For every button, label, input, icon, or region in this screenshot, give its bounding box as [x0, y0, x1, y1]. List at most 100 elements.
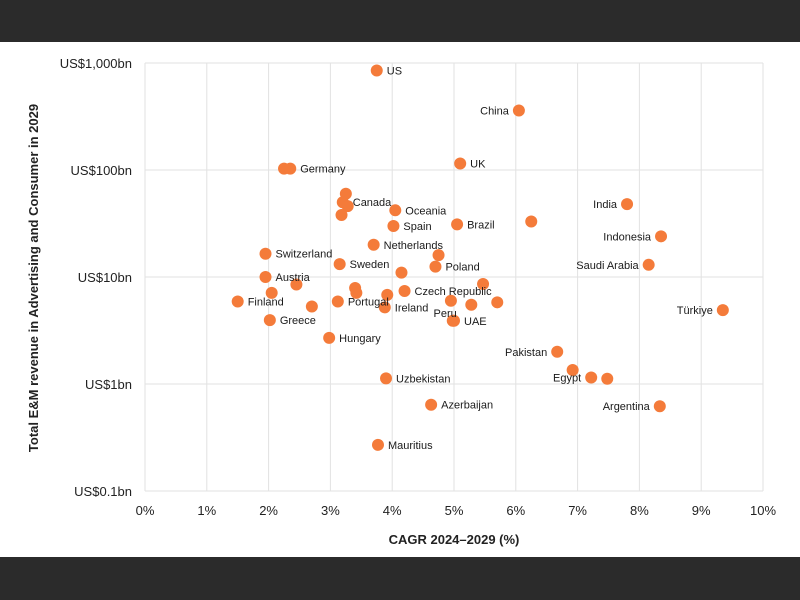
data-point — [259, 271, 272, 283]
data-point — [465, 298, 478, 311]
data-point — [331, 295, 344, 308]
data-point — [350, 286, 363, 299]
data-point — [642, 258, 655, 271]
x-tick-labels: 0% 1% 2% 3% 4% 5% 6% 7% 8% 9% 10% — [136, 503, 777, 518]
point-label: Türkiye — [677, 305, 713, 317]
data-point — [653, 400, 666, 413]
data-point — [231, 295, 244, 308]
y-tick-labels: US$1,000bn US$100bn US$10bn US$1bn US$0.1bn — [60, 56, 132, 499]
point-label: Canada — [353, 197, 392, 209]
point-label: Switzerland — [276, 249, 333, 261]
data-point — [398, 284, 411, 297]
x-tick-label: 6% — [506, 503, 525, 518]
point-label: Argentina — [603, 401, 651, 413]
x-tick-label: 2% — [259, 503, 278, 518]
point-label: Hungary — [339, 333, 381, 345]
x-tick-label: 7% — [568, 503, 587, 518]
x-axis-title: CAGR 2024–2029 (%) — [389, 532, 520, 547]
point-label: Peru — [434, 308, 457, 320]
data-point — [259, 247, 272, 260]
point-label: Sweden — [350, 259, 390, 271]
point-label: US — [387, 66, 402, 78]
point-label: Uzbekistan — [396, 373, 450, 385]
data-point — [367, 238, 380, 251]
point-label: UAE — [464, 316, 487, 328]
data-point — [451, 218, 464, 231]
data-point — [387, 219, 400, 232]
data-point — [566, 364, 579, 377]
data-point — [333, 258, 346, 271]
point-labels: US China UK Germany Canada Oceania Spain Brazil… — [248, 66, 713, 452]
point-label: China — [480, 105, 510, 117]
data-point — [370, 64, 383, 77]
data-point — [491, 296, 504, 309]
chart-panel: 0% 1% 2% 3% 4% 5% 6% 7% 8% 9% 10% US$1,000bn US$100… — [0, 42, 800, 557]
data-point — [551, 345, 564, 358]
data-point — [323, 331, 336, 344]
data-point — [381, 288, 394, 301]
data-point — [448, 314, 460, 327]
data-point — [305, 300, 318, 313]
data-point — [263, 314, 276, 327]
data-point — [454, 157, 467, 170]
point-label: UK — [470, 159, 486, 171]
point-label: Azerbaijan — [441, 400, 493, 412]
point-label: Ireland — [395, 302, 429, 314]
data-point — [525, 215, 538, 228]
point-label: Greece — [280, 315, 316, 327]
data-point — [477, 278, 490, 291]
x-tick-label: 0% — [136, 503, 155, 518]
x-tick-label: 5% — [445, 503, 464, 518]
data-point — [284, 162, 297, 175]
data-point — [716, 304, 729, 317]
point-label: Netherlands — [384, 240, 444, 252]
data-point — [601, 372, 614, 385]
point-label: Pakistan — [505, 347, 547, 359]
x-tick-label: 9% — [692, 503, 711, 518]
point-label: Spain — [403, 221, 431, 233]
x-tick-label: 3% — [321, 503, 340, 518]
point-label: Czech Republic — [415, 286, 493, 298]
point-label: Finland — [248, 297, 284, 309]
point-label: Indonesia — [603, 231, 652, 243]
data-point — [380, 372, 393, 385]
data-point — [290, 278, 303, 291]
y-tick-label: US$100bn — [71, 163, 132, 178]
data-point — [621, 198, 634, 211]
data-points — [231, 64, 729, 451]
point-label: Portugal — [348, 297, 389, 309]
point-label: India — [593, 199, 618, 211]
y-tick-label: US$10bn — [78, 270, 132, 285]
data-point — [335, 208, 348, 221]
data-point — [378, 301, 391, 314]
point-label: Germany — [300, 164, 346, 176]
point-label: Saudi Arabia — [576, 260, 639, 272]
data-point — [444, 294, 457, 307]
data-point — [432, 249, 445, 262]
data-point — [371, 438, 384, 451]
data-point — [425, 398, 438, 411]
y-axis-title: Total E&M revenue in Advertising and Con… — [26, 104, 41, 452]
x-tick-label: 8% — [630, 503, 649, 518]
data-point — [389, 204, 402, 217]
data-point — [341, 200, 354, 213]
data-point — [585, 371, 598, 384]
grid-lines — [144, 62, 764, 492]
point-label: Poland — [445, 262, 479, 274]
x-tick-label: 4% — [383, 503, 402, 518]
y-tick-label: US$1,000bn — [60, 56, 132, 71]
point-label: Oceania — [405, 205, 447, 217]
data-point — [265, 286, 278, 299]
data-point — [395, 266, 408, 279]
point-label: Austria — [276, 272, 311, 284]
data-point — [655, 230, 668, 243]
y-tick-label: US$1bn — [85, 377, 132, 392]
data-point — [429, 260, 442, 273]
point-label: Brazil — [467, 219, 495, 231]
y-tick-label: US$0.1bn — [74, 484, 132, 499]
x-tick-label: 1% — [197, 503, 216, 518]
x-tick-label: 10% — [750, 503, 776, 518]
scatter-chart: 0% 1% 2% 3% 4% 5% 6% 7% 8% 9% 10% US$1,000bn US$100… — [26, 56, 777, 547]
point-label: Mauritius — [388, 440, 433, 452]
data-point — [512, 104, 525, 117]
